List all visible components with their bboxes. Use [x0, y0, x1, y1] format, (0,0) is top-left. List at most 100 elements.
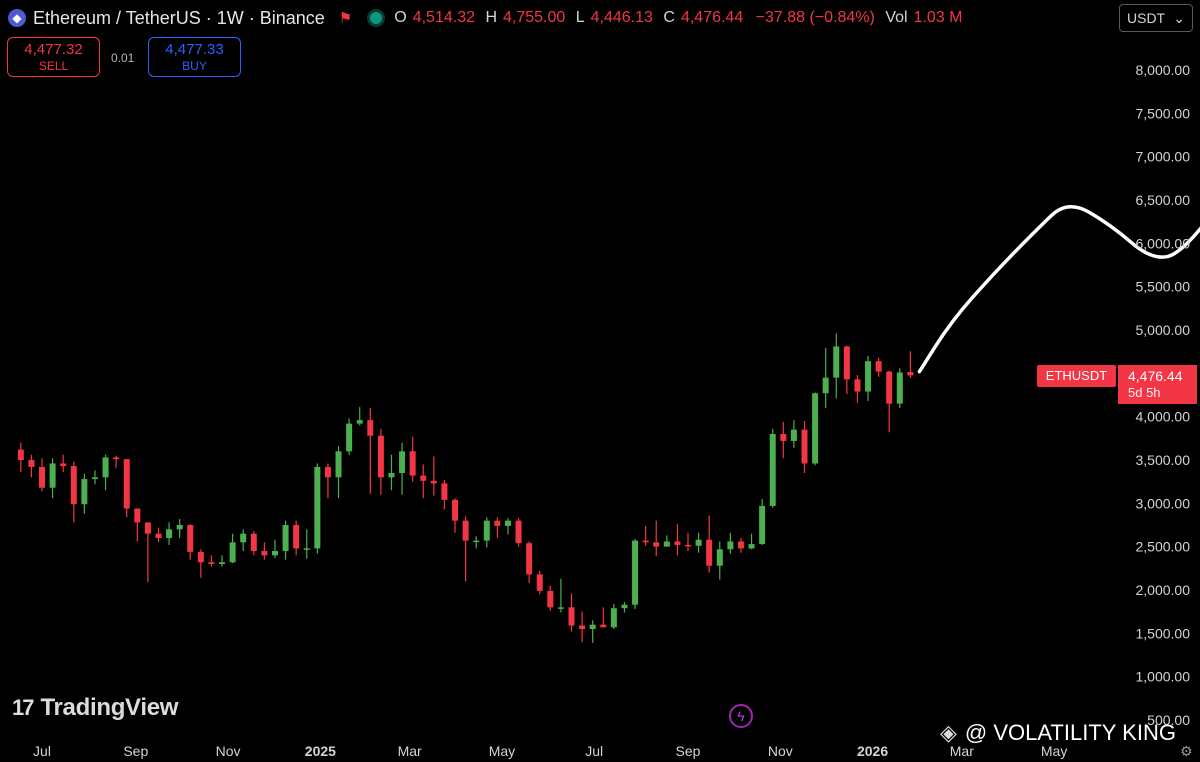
- candle-2025-05-12: [515, 518, 522, 547]
- candle-2025-10-13: [748, 533, 755, 550]
- symbol-price-tag: ETHUSDT: [1037, 365, 1116, 387]
- time-tick-label: Jul: [33, 743, 51, 759]
- price-tick-label: 6,500.00: [1136, 192, 1191, 208]
- candle-2024-09-16: [155, 527, 162, 543]
- candle-body: [812, 393, 819, 464]
- candle-body: [60, 463, 67, 467]
- candle-body: [536, 574, 543, 591]
- price-tick-label: 2,000.00: [1136, 582, 1191, 598]
- candle-body: [356, 420, 363, 424]
- candle-2025-08-11: [653, 520, 660, 557]
- candle-body: [367, 420, 374, 436]
- symbol-title[interactable]: Ethereum / TetherUS · 1W · Binance: [33, 7, 325, 28]
- projection-drawing-layer[interactable]: [917, 82, 1200, 374]
- candle-body: [187, 525, 194, 552]
- projection-line[interactable]: [917, 82, 1200, 374]
- candle-body: [271, 551, 278, 556]
- watermark: ◈ @ VOLATILITY KING: [940, 720, 1176, 746]
- candle-body: [727, 541, 734, 550]
- spread-value: 0.01: [111, 51, 135, 65]
- candle-2025-09-22: [716, 541, 723, 580]
- sell-button[interactable]: 4,477.32 SELL: [7, 37, 100, 77]
- candle-body: [875, 361, 882, 372]
- high-value: 4,755.00: [503, 9, 566, 26]
- lightning-bolt-icon[interactable]: ϟ: [729, 704, 753, 728]
- candle-body: [335, 451, 342, 478]
- flag-icon[interactable]: ⚑: [338, 10, 353, 27]
- time-tick-label: Sep: [123, 743, 148, 759]
- candle-body: [526, 543, 533, 575]
- candle-2024-12-02: [271, 539, 278, 558]
- candle-2026-01-26: [907, 351, 914, 379]
- candle-2025-07-14: [610, 603, 617, 629]
- candle-body: [430, 480, 437, 484]
- ethereum-coin-icon[interactable]: ◆: [8, 9, 26, 27]
- candle-2025-07-21: [621, 602, 628, 613]
- tradingview-logo[interactable]: 17 TradingView: [12, 693, 178, 723]
- candle-2025-03-03: [409, 436, 416, 482]
- candle-body: [632, 540, 639, 605]
- settings-icon[interactable]: ⚙: [1180, 743, 1193, 759]
- candle-2025-05-19: [526, 541, 533, 584]
- candle-2025-12-22: [854, 375, 861, 403]
- watermark-text: @ VOLATILITY KING: [964, 720, 1176, 745]
- candle-2025-08-18: [663, 535, 670, 547]
- candle-2025-11-17: [801, 421, 808, 473]
- candle-2024-12-23: [303, 529, 310, 559]
- candle-body: [166, 529, 173, 538]
- candle-body: [907, 372, 914, 376]
- candle-2024-10-14: [197, 549, 204, 578]
- candle-body: [377, 435, 384, 478]
- price-tick-label: 3,500.00: [1136, 452, 1191, 468]
- candle-2024-09-02: [134, 508, 141, 542]
- bar-countdown: 5d 5h: [1128, 385, 1161, 400]
- candle-body: [113, 457, 120, 460]
- last-price-box: 4,476.44 5d 5h: [1118, 365, 1197, 404]
- candle-2024-10-21: [208, 555, 215, 567]
- time-tick-label: May: [489, 743, 515, 759]
- candle-body: [388, 473, 395, 478]
- candle-body: [102, 457, 109, 478]
- candle-body: [515, 520, 522, 544]
- candle-2025-02-10: [377, 428, 384, 495]
- candle-2025-07-07: [600, 607, 607, 628]
- candle-2025-05-05: [504, 518, 511, 535]
- candle-body: [843, 346, 850, 380]
- candle-2024-08-05: [91, 470, 98, 485]
- price-axis[interactable]: 8,000.00 7,500.00 7,000.00 6,500.00 6,000.00…: [1136, 62, 1191, 728]
- volume-value: 1.03 M: [913, 9, 963, 26]
- price-tick-label: 500.00: [1147, 712, 1190, 728]
- price-tick-label: 4,000.00: [1136, 409, 1191, 425]
- price-tick-label: 3,000.00: [1136, 495, 1191, 511]
- time-axis[interactable]: Jul Sep Nov 2025 Mar May Jul Sep Nov 2026 Mar May: [33, 743, 1067, 759]
- candle-body: [801, 429, 808, 464]
- high-label: H: [485, 9, 497, 26]
- candles-layer: [17, 333, 914, 643]
- candle-body: [674, 541, 681, 545]
- buy-button[interactable]: 4,477.33 BUY: [148, 37, 241, 77]
- candle-body: [197, 551, 204, 563]
- candle-body: [346, 423, 353, 452]
- price-tick-label: 1,000.00: [1136, 669, 1191, 685]
- candle-2024-07-15: [60, 454, 67, 473]
- time-tick-label: Jul: [585, 743, 603, 759]
- candle-2024-08-26: [123, 459, 130, 518]
- binance-diamond-icon: ◈: [940, 720, 957, 745]
- candle-body: [441, 483, 448, 500]
- candle-2025-10-27: [769, 428, 776, 508]
- currency-select[interactable]: USDT ⌄: [1119, 4, 1193, 32]
- candle-2024-12-16: [293, 520, 300, 556]
- time-tick-label: Mar: [950, 743, 974, 759]
- close-label: C: [663, 9, 675, 26]
- candle-body: [473, 540, 480, 543]
- market-status-icon: [370, 12, 383, 24]
- candle-2024-08-12: [102, 454, 109, 491]
- volume-label: Vol: [885, 9, 908, 26]
- candle-2025-09-29: [727, 532, 734, 554]
- candle-2025-02-24: [399, 442, 406, 495]
- candle-body: [324, 466, 331, 478]
- open-label: O: [394, 9, 407, 26]
- candle-body: [134, 508, 141, 523]
- candle-2024-10-28: [219, 555, 226, 567]
